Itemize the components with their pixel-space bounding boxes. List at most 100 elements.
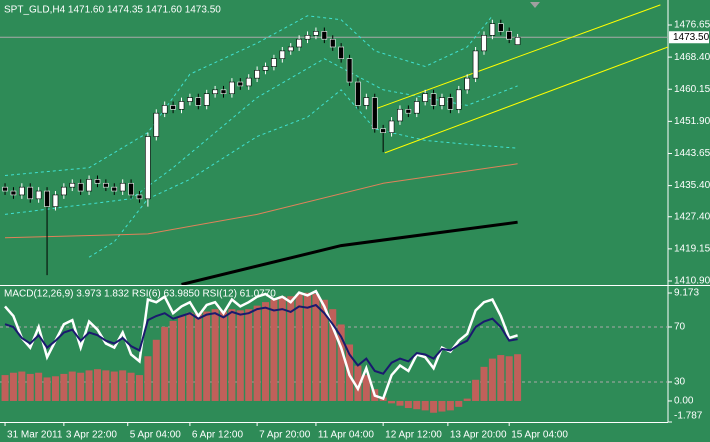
candle-body [69, 182, 76, 188]
macd-bar [312, 293, 320, 401]
macd-bar [320, 299, 328, 401]
macd-bar [404, 400, 412, 409]
macd-bar [287, 296, 295, 401]
x-tick-label: 13 Apr 20:00 [450, 430, 507, 441]
macd-bar [194, 313, 202, 401]
macd-bar [220, 311, 228, 401]
candle-body [44, 190, 50, 207]
candle-body [304, 35, 311, 40]
candle-body [195, 97, 202, 106]
macd-bar [245, 309, 253, 401]
macd-bar [396, 400, 404, 406]
y-tick-label: -1.787 [674, 411, 703, 422]
candle-body [489, 23, 496, 36]
macd-bar [455, 400, 463, 407]
candle-body [237, 81, 244, 87]
y-tick-label: 1476.65 [674, 20, 710, 31]
macd-bar [253, 305, 261, 401]
macd-bar [161, 326, 169, 401]
candle-body [27, 186, 34, 200]
macd-bar [329, 309, 337, 401]
candle-body [363, 97, 370, 106]
macd-bar [1, 375, 9, 401]
overlay-line [4, 163, 518, 239]
rsi-line [4, 289, 518, 401]
y-tick-label: 9.173 [674, 288, 699, 299]
candle-body [2, 186, 8, 192]
overlay-line [384, 46, 668, 154]
macd-bar [497, 355, 505, 401]
x-tick-label: 11 Apr 04:00 [318, 430, 374, 441]
y-tick-label: 1468.40 [674, 52, 710, 63]
candle-body [19, 186, 25, 196]
macd-bar [505, 356, 513, 401]
candle-body [338, 46, 344, 59]
macd-bar [211, 309, 219, 401]
macd-bar [152, 339, 160, 401]
candle-body [136, 194, 143, 200]
macd-bar [144, 356, 152, 401]
candle-body [472, 50, 479, 79]
candle-body [497, 23, 504, 32]
candle-body [103, 182, 109, 188]
macd-bar [278, 296, 286, 401]
macd-bar [60, 373, 68, 401]
macd-bar [9, 372, 17, 401]
macd-bar [35, 372, 43, 401]
macd-bar [77, 372, 85, 401]
y-tick-label: 1427.40 [674, 211, 710, 222]
macd-bar [85, 370, 93, 401]
macd-bar [295, 293, 303, 401]
candle-body [439, 97, 445, 106]
macd-bar [177, 316, 185, 401]
candle-body [388, 120, 395, 133]
price-panel [0, 4, 668, 285]
candle-body [455, 89, 462, 110]
candle-body [506, 31, 512, 40]
x-tick-label: 7 Apr 20:00 [259, 430, 311, 441]
overlay-line [4, 15, 493, 176]
axes: 1476.65 1468.40 1460.15 1451.90 1443.65 1435.… [4, 20, 710, 441]
candle-body [413, 101, 420, 114]
macd-bar [480, 366, 488, 401]
macd-bar [203, 311, 211, 401]
macd-bar [102, 370, 110, 401]
y2-tick-label: 30 [674, 377, 686, 388]
candle-body [329, 38, 336, 48]
macd-bar [488, 358, 496, 401]
candle-body [203, 93, 210, 106]
y-tick-label: 1460.15 [674, 84, 710, 95]
candle-body [178, 101, 185, 110]
macd-bar [93, 369, 101, 401]
macd-bar [388, 400, 396, 404]
x-tick-label: 31 Mar 2011 [7, 430, 63, 441]
candle-body [481, 35, 487, 52]
candle-body [397, 108, 403, 122]
current-price-box [669, 31, 709, 44]
candle-body [464, 77, 470, 91]
candle-body [212, 89, 218, 95]
overlay-line [88, 89, 518, 258]
macd-bar [438, 400, 446, 412]
macd-bar [421, 400, 429, 411]
y2-tick-label: 70 [674, 322, 686, 333]
candle-body [111, 186, 118, 192]
macd-bar [413, 400, 421, 410]
macd-bar [236, 310, 244, 401]
x-tick-label: 3 Apr 22:00 [66, 430, 118, 441]
macd-bar [463, 398, 471, 401]
candle-body [279, 50, 286, 59]
candle-body [447, 97, 454, 110]
candle-body [296, 38, 302, 48]
indicator-title: MACD(12,26,9) 3.973 1.832 RSI(6) 63.9850… [4, 289, 276, 300]
candle-body [35, 190, 42, 200]
overlay-line [372, 4, 661, 111]
macd-bar [119, 370, 127, 401]
candle-body [371, 97, 378, 130]
macd-bar [472, 379, 480, 401]
y-tick-label: 1435.40 [674, 180, 710, 191]
macd-bar [514, 354, 522, 401]
candle-body [161, 105, 168, 114]
candle-body [321, 31, 328, 40]
rsi-line [4, 303, 518, 375]
